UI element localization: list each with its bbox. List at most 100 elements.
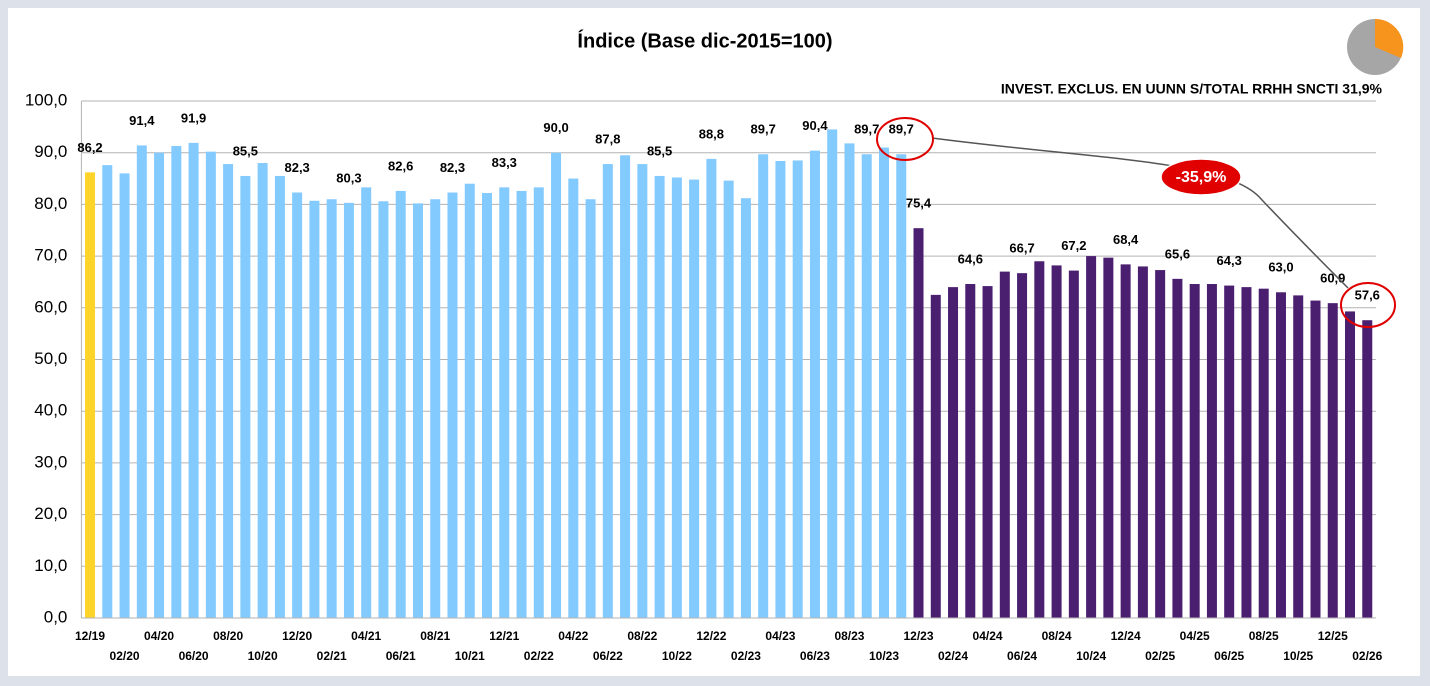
bar bbox=[447, 192, 458, 618]
x-tick-label: 06/25 bbox=[1214, 649, 1244, 663]
x-tick-label: 06/21 bbox=[386, 649, 416, 663]
bar bbox=[568, 178, 579, 619]
y-tick-label: 50,0 bbox=[34, 349, 67, 368]
bar bbox=[930, 294, 941, 618]
x-tick-label: 10/20 bbox=[248, 649, 278, 663]
bar bbox=[326, 199, 337, 619]
x-tick-label: 08/23 bbox=[834, 629, 864, 643]
x-tick-label: 12/19 bbox=[75, 629, 105, 643]
bar bbox=[637, 164, 648, 618]
bar bbox=[430, 199, 441, 619]
y-tick-label: 100,0 bbox=[25, 90, 68, 109]
bar bbox=[136, 145, 147, 618]
bar bbox=[1137, 266, 1148, 618]
x-tick-label: 04/22 bbox=[558, 629, 588, 643]
bar bbox=[119, 173, 130, 618]
annotation-badge bbox=[1160, 158, 1242, 196]
x-tick-label: 10/23 bbox=[869, 649, 899, 663]
bar bbox=[1275, 292, 1286, 618]
x-tick-label: 04/21 bbox=[351, 629, 381, 643]
bar bbox=[1086, 256, 1097, 618]
y-tick-label: 80,0 bbox=[34, 194, 67, 213]
pie-wedge bbox=[1375, 18, 1404, 58]
value-label: 89,7 bbox=[751, 122, 776, 137]
bar bbox=[878, 147, 889, 618]
bar bbox=[585, 199, 596, 619]
bar bbox=[1051, 265, 1062, 618]
value-label: 91,9 bbox=[181, 110, 206, 125]
bar bbox=[154, 152, 165, 618]
bar bbox=[1224, 285, 1235, 618]
value-label: 90,0 bbox=[543, 120, 568, 135]
value-label: 91,4 bbox=[129, 113, 155, 128]
bar bbox=[1362, 320, 1373, 618]
x-tick-label: 02/21 bbox=[317, 649, 347, 663]
y-tick-label: 90,0 bbox=[34, 142, 67, 161]
value-label: 85,5 bbox=[233, 143, 258, 158]
bar bbox=[861, 154, 872, 618]
value-label: 82,3 bbox=[440, 160, 465, 175]
bar bbox=[1258, 288, 1269, 618]
bar bbox=[723, 180, 734, 619]
bar bbox=[188, 142, 199, 618]
bar bbox=[671, 177, 682, 619]
bar bbox=[205, 151, 216, 618]
value-label: 63,0 bbox=[1268, 260, 1293, 275]
bar bbox=[482, 193, 493, 618]
bar bbox=[775, 160, 786, 619]
highlight-ring bbox=[876, 117, 934, 161]
bar bbox=[999, 271, 1010, 618]
highlight-ring bbox=[1340, 282, 1396, 328]
bar bbox=[740, 198, 751, 619]
bar bbox=[257, 163, 268, 619]
bar bbox=[464, 183, 475, 618]
x-tick-label: 12/24 bbox=[1111, 629, 1141, 643]
bar bbox=[620, 155, 631, 618]
value-label: 82,3 bbox=[284, 160, 309, 175]
bar bbox=[792, 160, 803, 618]
plot: 0,0 10,0 20,0 30,0 40,0 50,0 60,0 70,0 80,0 90,0 1… bbox=[25, 90, 1383, 663]
bar bbox=[102, 165, 113, 618]
bar bbox=[1310, 300, 1321, 618]
value-label: 67,2 bbox=[1061, 238, 1086, 253]
bar bbox=[499, 187, 510, 619]
bar bbox=[706, 158, 717, 619]
bar bbox=[1103, 257, 1114, 618]
x-tick-label: 08/20 bbox=[213, 629, 243, 643]
value-label: 89,7 bbox=[854, 122, 879, 137]
x-tick-label: 12/25 bbox=[1318, 629, 1348, 643]
x-tick-label: 12/20 bbox=[282, 629, 312, 643]
x-tick-label: 06/23 bbox=[800, 649, 830, 663]
x-tick-label: 08/25 bbox=[1249, 629, 1279, 643]
x-tick-label: 02/23 bbox=[731, 649, 761, 663]
bar bbox=[171, 145, 182, 618]
bar bbox=[240, 175, 251, 618]
bar bbox=[395, 190, 406, 618]
x-tick-label: 12/22 bbox=[696, 629, 726, 643]
x-tick-label: 08/24 bbox=[1042, 629, 1072, 643]
y-tick-label: 70,0 bbox=[34, 246, 67, 265]
x-tick-label: 04/25 bbox=[1180, 629, 1210, 643]
value-label: 65,6 bbox=[1165, 246, 1190, 261]
y-tick-label: 40,0 bbox=[34, 401, 67, 420]
bar bbox=[516, 190, 527, 618]
value-label: 64,3 bbox=[1217, 253, 1242, 268]
bar bbox=[844, 143, 855, 619]
x-tick-label: 10/25 bbox=[1283, 649, 1313, 663]
bar bbox=[1206, 284, 1217, 618]
bar bbox=[758, 154, 769, 618]
value-label: 66,7 bbox=[1009, 241, 1034, 256]
bar bbox=[1345, 311, 1356, 618]
y-tick-label: 20,0 bbox=[34, 504, 67, 523]
x-tick-label: 10/21 bbox=[455, 649, 485, 663]
bar bbox=[1241, 287, 1252, 618]
bar bbox=[1155, 270, 1166, 618]
value-label: 87,8 bbox=[595, 132, 620, 147]
bar bbox=[1017, 273, 1028, 618]
x-tick-label: 02/20 bbox=[110, 649, 140, 663]
x-tick-label: 06/24 bbox=[1007, 649, 1037, 663]
bar bbox=[965, 284, 976, 618]
x-tick-label: 06/22 bbox=[593, 649, 623, 663]
bar bbox=[551, 152, 562, 618]
x-tick-label: 12/21 bbox=[489, 629, 519, 643]
